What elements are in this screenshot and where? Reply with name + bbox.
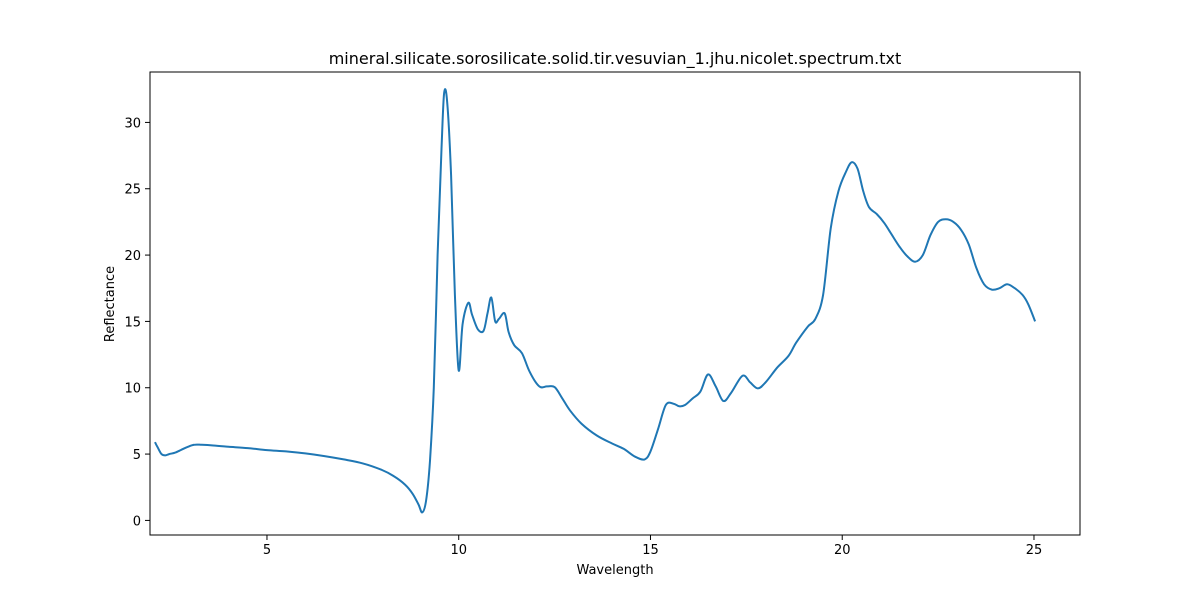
y-axis-label: Reflectance bbox=[103, 266, 118, 342]
y-tick-label: 25 bbox=[124, 183, 141, 198]
x-tick-label: 20 bbox=[834, 543, 851, 558]
y-tick-label: 10 bbox=[124, 382, 141, 397]
x-axis: 5 10 15 20 25 bbox=[263, 535, 1042, 558]
spectrum-line bbox=[154, 88, 1037, 514]
y-tick-label: 5 bbox=[133, 448, 141, 463]
x-tick-label: 15 bbox=[642, 543, 659, 558]
y-tick-label: 15 bbox=[124, 315, 141, 330]
chart-title: mineral.silicate.sorosilicate.solid.tir.… bbox=[329, 49, 902, 69]
y-tick-label: 0 bbox=[133, 514, 141, 529]
y-tick-label: 30 bbox=[124, 116, 141, 131]
y-tick-label: 20 bbox=[124, 249, 141, 264]
plot-area bbox=[149, 71, 1081, 536]
series-layer bbox=[154, 88, 1037, 514]
x-tick-label: 10 bbox=[450, 543, 467, 558]
x-axis-label: Wavelength bbox=[576, 563, 653, 578]
y-axis: 0 5 10 15 20 25 30 bbox=[124, 116, 150, 529]
x-tick-label: 25 bbox=[1026, 543, 1043, 558]
x-tick-label: 5 bbox=[263, 543, 271, 558]
